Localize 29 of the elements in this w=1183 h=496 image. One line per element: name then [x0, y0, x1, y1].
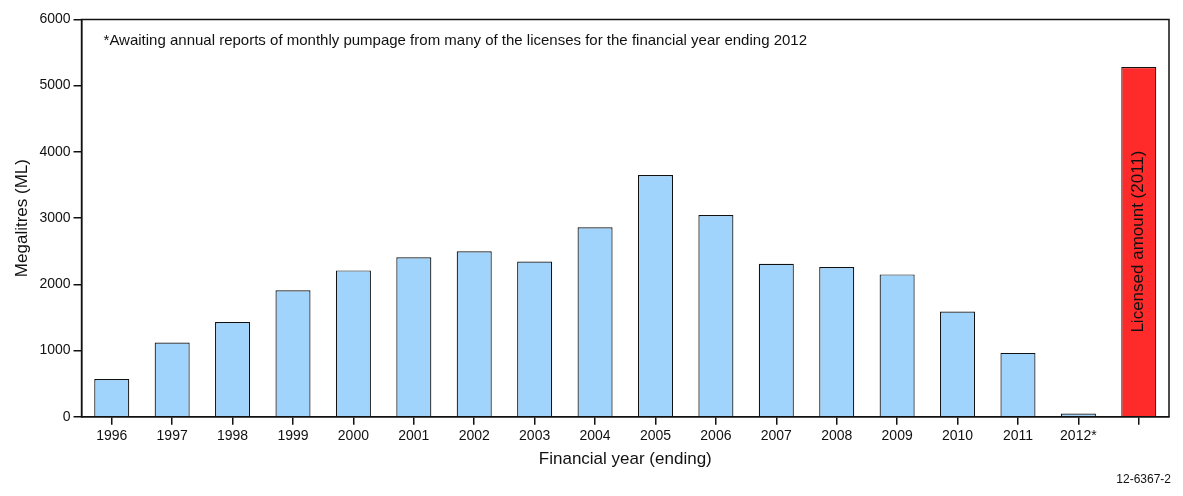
text: 12-6367-2: [1116, 472, 1172, 487]
x-tick-label: 2011: [1002, 427, 1034, 444]
y-tick-label: 5000: [39, 76, 71, 93]
x-tick-label: 1996: [96, 427, 128, 444]
x-tick-label: 2001: [398, 427, 430, 444]
y-tick-label: 3000: [39, 208, 71, 225]
x-tick-label: 1997: [156, 427, 188, 444]
x-tick-label: 2008: [821, 427, 853, 444]
y-tick-label: 6000: [39, 10, 71, 27]
y-tick-label: 2000: [39, 275, 71, 292]
x-tick-label: 2002: [458, 427, 491, 444]
x-tick-label: 1999: [277, 427, 309, 444]
x-tick-label: 2012*: [1060, 427, 1098, 444]
x-tick-label: 2007: [760, 427, 793, 444]
x-tick-label: 2006: [700, 427, 732, 444]
x-tick-label: 1998: [217, 427, 249, 444]
y-tick-label: 1000: [39, 341, 71, 358]
x-tick-label: 2004: [579, 427, 611, 444]
y-tick-label: 0: [62, 407, 71, 424]
x-tick-label: 2005: [639, 427, 672, 444]
x-tick-label: 2010: [941, 427, 974, 444]
annotation: Licensed amount (2011): [1128, 150, 1148, 333]
y-axis-title: Megalitres (ML): [11, 159, 31, 278]
x-tick-label: 2000: [337, 427, 370, 444]
x-tick-label: 2003: [519, 427, 551, 444]
x-axis-title: Financial year (ending): [538, 449, 712, 469]
annotation: *Awaiting annual reports of monthly pumpage from many of the licenses for the financial year ending 2012: [103, 30, 808, 48]
x-tick-label: 2009: [881, 427, 913, 444]
y-tick-label: 4000: [39, 142, 71, 159]
